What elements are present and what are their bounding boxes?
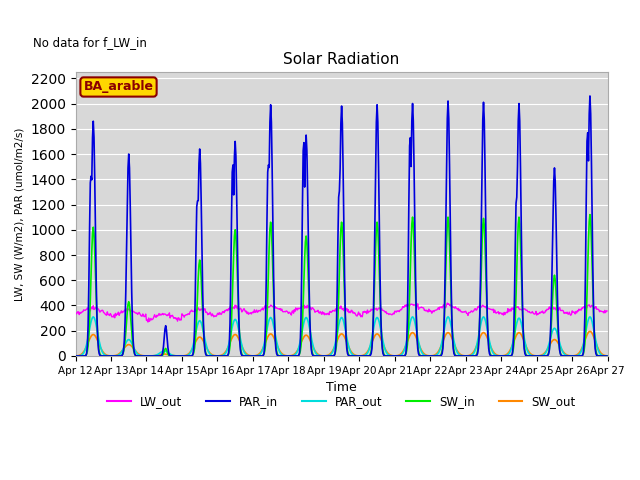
PAR_in	[190, 345, 198, 350]
LW_out	[144, 319, 152, 325]
PAR_in	[421, 353, 429, 359]
SW_out	[137, 352, 145, 358]
PAR_out	[90, 314, 97, 320]
Y-axis label: LW, SW (W/m2), PAR (umol/m2/s): LW, SW (W/m2), PAR (umol/m2/s)	[15, 127, 25, 300]
SW_out	[406, 332, 414, 337]
PAR_out	[219, 353, 227, 359]
PAR_out	[72, 353, 79, 359]
PAR_out	[603, 353, 611, 359]
PAR_out	[422, 353, 429, 359]
PAR_in	[81, 353, 89, 359]
SW_out	[586, 328, 594, 334]
PAR_out	[406, 319, 414, 324]
SW_out	[603, 353, 611, 359]
Text: BA_arable: BA_arable	[83, 81, 154, 94]
Line: SW_out: SW_out	[76, 331, 607, 356]
Title: Solar Radiation: Solar Radiation	[284, 52, 400, 67]
Line: LW_out: LW_out	[76, 303, 607, 322]
LW_out	[136, 311, 143, 317]
Legend: LW_out, PAR_in, PAR_out, SW_in, SW_out: LW_out, PAR_in, PAR_out, SW_in, SW_out	[102, 390, 580, 413]
LW_out	[81, 308, 89, 313]
SW_in	[586, 212, 594, 217]
SW_out	[422, 352, 429, 358]
PAR_in	[218, 353, 226, 359]
SW_out	[219, 352, 227, 358]
PAR_in	[406, 143, 413, 149]
SW_in	[81, 353, 89, 359]
LW_out	[406, 302, 414, 308]
LW_out	[219, 309, 227, 314]
PAR_out	[137, 353, 145, 359]
PAR_in	[586, 93, 594, 99]
Line: PAR_out: PAR_out	[76, 317, 607, 356]
SW_out	[191, 341, 198, 347]
Line: PAR_in: PAR_in	[76, 96, 607, 356]
Line: SW_in: SW_in	[76, 215, 607, 356]
SW_in	[218, 353, 226, 359]
X-axis label: Time: Time	[326, 381, 357, 394]
SW_out	[81, 347, 89, 352]
LW_out	[422, 308, 429, 314]
SW_in	[190, 349, 198, 355]
PAR_in	[72, 353, 79, 359]
SW_in	[421, 353, 429, 359]
LW_out	[444, 300, 451, 306]
SW_out	[72, 353, 79, 359]
LW_out	[191, 309, 198, 315]
PAR_out	[81, 347, 89, 352]
Text: No data for f_LW_in: No data for f_LW_in	[33, 36, 147, 49]
PAR_in	[136, 353, 143, 359]
SW_in	[136, 353, 143, 359]
PAR_in	[603, 353, 611, 359]
PAR_out	[191, 336, 198, 342]
SW_in	[603, 353, 611, 359]
SW_out	[107, 353, 115, 359]
SW_in	[72, 353, 79, 359]
SW_in	[406, 292, 413, 298]
LW_out	[603, 308, 611, 314]
LW_out	[72, 310, 79, 315]
